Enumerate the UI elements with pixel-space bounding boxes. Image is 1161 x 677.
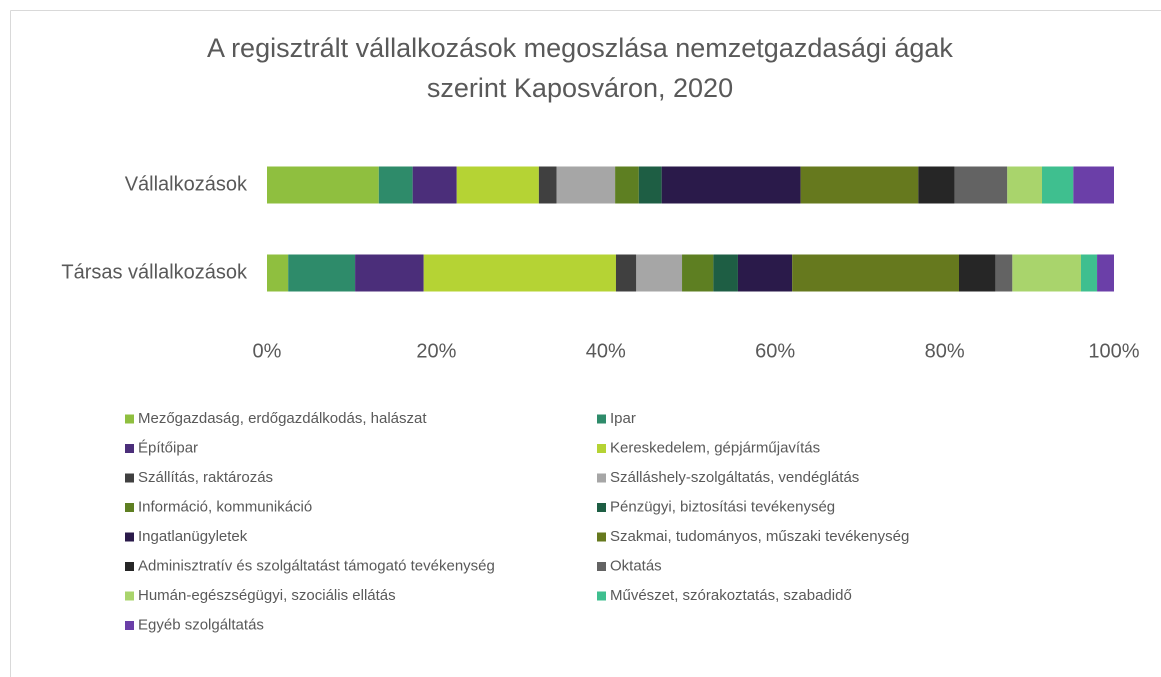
bar-segment <box>661 166 801 204</box>
x-tick-label: 80% <box>925 340 965 362</box>
legend-swatch <box>597 473 606 483</box>
legend-label: Ipar <box>610 410 636 427</box>
legend-swatch <box>597 562 606 571</box>
x-tick-label: 20% <box>416 340 456 362</box>
legend-swatch <box>125 532 134 542</box>
legend-swatch <box>125 591 134 601</box>
bar-segment <box>800 166 919 204</box>
legend-label: Szállítás, raktározás <box>138 469 273 486</box>
bar-segment <box>615 254 637 292</box>
legend-swatch <box>597 503 606 512</box>
legend-label: Információ, kommunikáció <box>138 498 312 515</box>
legend-label: Szálláshely-szolgáltatás, vendéglátás <box>610 469 859 486</box>
legend-label: Humán-egészségügyi, szociális ellátás <box>138 587 396 604</box>
bar-segment <box>267 166 379 204</box>
bar-segment <box>267 254 289 292</box>
bar-segment <box>423 254 616 292</box>
category-label: Vállalkozások <box>125 173 248 195</box>
bar-segment <box>1012 254 1081 292</box>
legend-swatch <box>597 414 606 424</box>
bar-segment <box>355 254 424 292</box>
bar-segment <box>682 254 714 292</box>
x-tick-label: 0% <box>253 340 282 362</box>
legend-swatch <box>125 473 134 483</box>
bar-segment <box>792 254 959 292</box>
bar-segment <box>918 166 955 204</box>
bar-segment <box>638 166 662 204</box>
bar-segment <box>456 166 539 204</box>
bar-segment <box>737 254 793 292</box>
legend-label: Ingatlanügyletek <box>138 528 248 545</box>
legend-swatch <box>125 414 134 424</box>
x-tick-label: 60% <box>755 340 795 362</box>
category-label: Társas vállalkozások <box>61 261 248 283</box>
legend-swatch <box>597 591 606 601</box>
bar-segment <box>378 166 413 204</box>
legend-label: Adminisztratív és szolgáltatást támogató… <box>138 557 495 574</box>
bar-segment <box>713 254 738 292</box>
chart-title: A regisztrált vállalkozások megoszlása n… <box>207 33 953 103</box>
legend-label: Építőipar <box>138 439 198 456</box>
bar-segment <box>1080 254 1098 292</box>
bar-segment <box>288 254 356 292</box>
bar-segment <box>1097 254 1114 292</box>
bar-segment <box>995 254 1013 292</box>
bar-segment <box>1007 166 1043 204</box>
legend-label: Egyéb szolgáltatás <box>138 616 264 633</box>
x-tick-label: 100% <box>1088 340 1139 362</box>
legend-swatch <box>125 444 134 453</box>
legend-swatch <box>125 621 134 630</box>
bar-segment <box>1073 166 1114 204</box>
legend-swatch <box>125 562 134 571</box>
bar-segment <box>412 166 457 204</box>
bar-segment <box>556 166 616 204</box>
x-tick-label: 40% <box>586 340 626 362</box>
legend-label: Oktatás <box>610 557 662 574</box>
bar-segment <box>615 166 639 204</box>
bar-segment <box>958 254 996 292</box>
legend-label: Művészet, szórakoztatás, szabadidő <box>610 587 852 604</box>
legend-label: Szakmai, tudományos, műszaki tevékenység <box>610 528 909 545</box>
legend-swatch <box>597 444 606 453</box>
bar-segment <box>1042 166 1074 204</box>
bar-segment <box>538 166 557 204</box>
bar-segment <box>954 166 1008 204</box>
legend-label: Kereskedelem, gépjárműjavítás <box>610 439 820 456</box>
legend-label: Pénzügyi, biztosítási tevékenység <box>610 498 835 515</box>
bar-segment <box>636 254 683 292</box>
legend-swatch <box>125 503 134 512</box>
legend-swatch <box>597 532 606 542</box>
legend-label: Mezőgazdaság, erdőgazdálkodás, halászat <box>138 410 427 427</box>
